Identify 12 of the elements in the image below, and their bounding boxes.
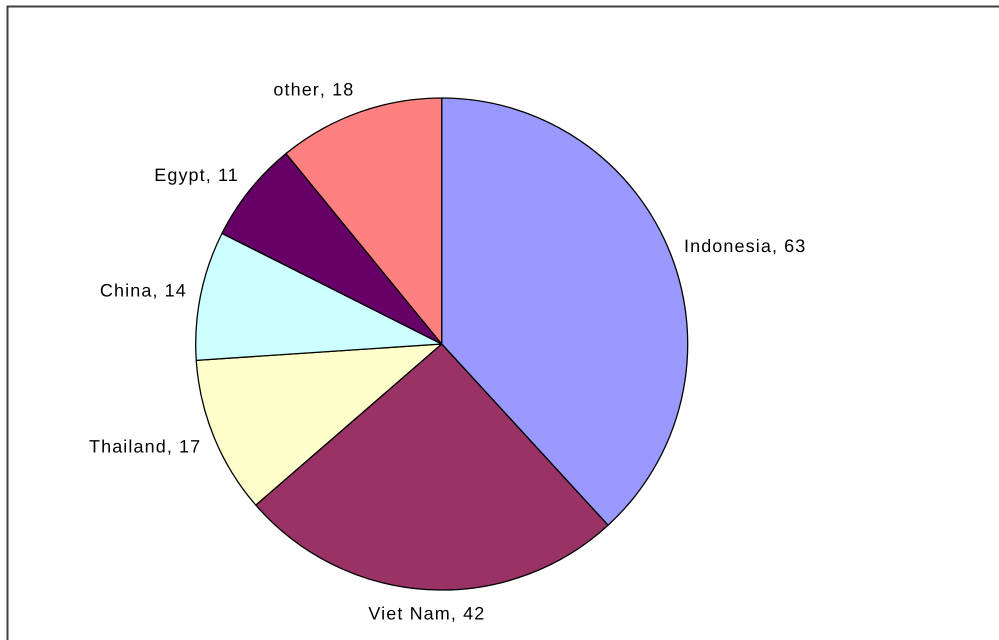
data-label: , 11 [206,165,239,186]
slice-label: Viet Nam [368,604,451,624]
data-label: , 42 [450,604,486,624]
slice-label: Egypt [154,165,206,186]
slice-label: other [273,80,320,100]
data-label: , 14 [152,280,187,300]
slice-label: Indonesia [684,236,772,256]
slice-label: China [100,280,152,300]
data-label: , 63 [772,236,806,256]
slice-label: Thailand [88,436,167,457]
data-label: , 18 [320,80,354,100]
data-label: , 17 [166,436,202,457]
